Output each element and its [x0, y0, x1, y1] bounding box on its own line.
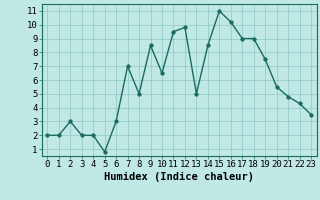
X-axis label: Humidex (Indice chaleur): Humidex (Indice chaleur)	[104, 172, 254, 182]
